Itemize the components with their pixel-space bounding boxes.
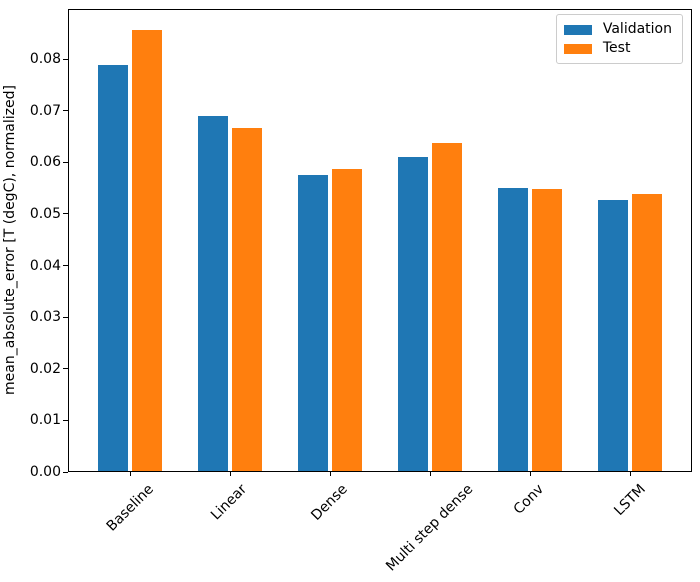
y-tick-label: 0.08 xyxy=(29,51,61,68)
y-tick-mark xyxy=(63,471,68,473)
bar-validation-dense xyxy=(298,174,328,471)
bar-test-conv xyxy=(532,188,562,471)
y-tick-mark xyxy=(63,110,68,112)
y-tick-label: 0.07 xyxy=(29,102,61,119)
y-tick-mark xyxy=(63,265,68,267)
x-tick-label-lstm: LSTM xyxy=(610,481,649,520)
x-tick-mark xyxy=(529,472,531,476)
legend-swatch-test xyxy=(563,43,592,54)
legend-label: Test xyxy=(602,40,631,56)
x-tick-label-dense: Dense xyxy=(308,481,352,524)
bar-test-linear xyxy=(232,128,262,471)
legend-entry-validation: Validation xyxy=(563,20,672,39)
x-tick-label-baseline: Baseline xyxy=(103,481,157,535)
y-tick-label: 0.03 xyxy=(29,309,61,326)
y-tick-mark xyxy=(63,419,68,421)
plot-area: Validation Test xyxy=(68,9,692,472)
bar-validation-lstm xyxy=(598,200,628,471)
x-tick-mark xyxy=(329,472,331,476)
x-tick-mark xyxy=(629,472,631,476)
y-tick-mark xyxy=(63,161,68,163)
bar-test-dense xyxy=(332,169,362,471)
x-tick-mark xyxy=(429,472,431,476)
y-tick-mark xyxy=(63,316,68,318)
bar-validation-multi-step-dense xyxy=(398,157,428,471)
y-tick-mark xyxy=(63,368,68,370)
y-tick-label: 0.05 xyxy=(29,205,61,222)
bar-test-multi-step-dense xyxy=(432,142,462,471)
x-tick-mark xyxy=(129,472,131,476)
y-tick-mark xyxy=(63,58,68,60)
y-tick-label: 0.00 xyxy=(29,464,61,480)
legend: Validation Test xyxy=(555,14,683,64)
x-tick-label-multi-step-dense: Multi step dense xyxy=(382,481,476,575)
y-tick-label: 0.06 xyxy=(29,154,61,171)
legend-entry-test: Test xyxy=(563,39,672,58)
y-tick-label: 0.04 xyxy=(29,257,61,274)
x-tick-mark xyxy=(229,472,231,476)
y-tick-label: 0.01 xyxy=(29,412,61,429)
x-tick-label-conv: Conv xyxy=(511,481,548,518)
bar-test-lstm xyxy=(632,194,662,471)
y-axis-label: mean_absolute_error [T (degC), normalize… xyxy=(2,85,18,395)
bar-validation-baseline xyxy=(98,64,128,471)
bar-test-baseline xyxy=(132,30,162,471)
bar-validation-linear xyxy=(198,115,228,471)
y-tick-label: 0.02 xyxy=(29,360,61,377)
legend-label: Validation xyxy=(602,21,672,37)
y-tick-mark xyxy=(63,213,68,215)
x-tick-label-linear: Linear xyxy=(208,481,251,524)
bar-validation-conv xyxy=(498,187,528,471)
legend-swatch-validation xyxy=(563,24,592,35)
